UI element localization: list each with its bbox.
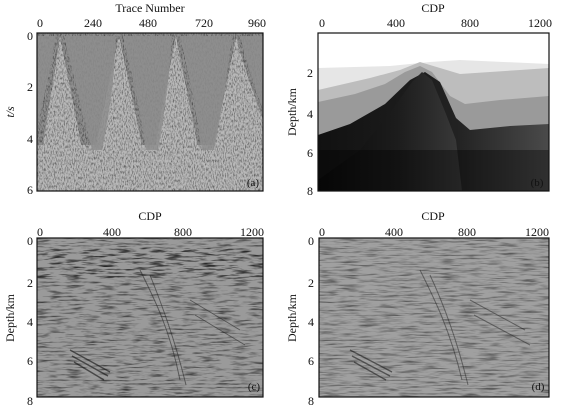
panel-c-x-ticks: 0 400 800 1200: [37, 225, 264, 239]
panel-b-label: (b): [531, 177, 544, 189]
panel-b: CDP 0 400 800 1200 2 4 6 8 Depth/km (b): [285, 1, 552, 198]
panel-d-y-ticks: 0 2 4 6 8: [308, 234, 314, 408]
panel-b-title: CDP: [421, 1, 445, 15]
panel-b-frame: [317, 32, 550, 192]
panel-c-title: CDP: [138, 209, 162, 223]
shallow-reflectors: [37, 248, 263, 278]
panel-a: Trace Number 0 240 480 720 960 0 2 4 6 t…: [3, 1, 266, 197]
panel-d-label: (d): [532, 381, 545, 393]
panel-c-ylabel: Depth/km: [3, 293, 17, 342]
y-tick-label: 2: [27, 276, 33, 290]
y-tick-label: 2: [308, 276, 314, 290]
y-tick-label: 2: [307, 66, 313, 80]
y-tick-label: 8: [307, 184, 313, 198]
x-tick-label: 800: [461, 16, 479, 30]
panel-d-ylabel: Depth/km: [285, 293, 299, 342]
panel-d: CDP 0 400 800 1200 0 2 4 6 8 Depth/km (d…: [285, 209, 550, 408]
panel-a-label: (a): [247, 177, 260, 189]
y-tick-label: 0: [27, 29, 33, 43]
y-tick-label: 4: [27, 132, 33, 146]
panel-a-x-ticks: 0 240 480 720 960: [37, 16, 266, 30]
x-tick-label: 400: [387, 16, 405, 30]
salt-body: [318, 72, 462, 191]
salt-flank-reflections: [139, 269, 246, 386]
y-tick-label: 6: [307, 146, 313, 160]
x-tick-label: 480: [139, 16, 157, 30]
y-tick-label: 0: [308, 234, 314, 248]
migrated-image-texture: [319, 238, 549, 397]
x-tick-label: 0: [37, 225, 43, 239]
y-tick-label: 6: [308, 354, 314, 368]
model-deep-shadow: [318, 150, 549, 191]
panel-a-frame: [36, 32, 264, 192]
panel-c: CDP 0 400 800 1200 0 2 4 6 8 Depth/km (c…: [3, 209, 264, 408]
panel-a-title: Trace Number: [115, 1, 184, 15]
x-tick-label: 960: [248, 16, 266, 30]
y-tick-label: 0: [27, 234, 33, 248]
y-tick-label: 8: [27, 394, 33, 408]
panel-c-label: (c): [248, 381, 261, 393]
panel-d-title: CDP: [421, 209, 445, 223]
x-tick-label: 1200: [525, 225, 549, 239]
x-tick-label: 720: [195, 16, 213, 30]
y-tick-label: 4: [27, 315, 33, 329]
x-tick-label: 1200: [528, 16, 552, 30]
panel-b-y-ticks: 2 4 6 8: [307, 66, 313, 198]
panel-b-x-ticks: 0 400 800 1200: [319, 16, 552, 30]
y-tick-label: 8: [308, 394, 314, 408]
panel-a-ylabel: t/s: [3, 106, 17, 118]
x-tick-label: 0: [37, 16, 43, 30]
panel-c-frame: [36, 237, 264, 398]
panel-b-ylabel: Depth/km: [285, 87, 299, 136]
y-tick-label: 6: [27, 354, 33, 368]
panel-d-frame: [318, 237, 550, 398]
y-tick-label: 4: [308, 315, 314, 329]
x-tick-label: 0: [319, 16, 325, 30]
x-tick-label: 400: [385, 225, 403, 239]
x-tick-label: 240: [84, 16, 102, 30]
panel-d-x-ticks: 0 400 800 1200: [319, 225, 549, 239]
panel-c-y-ticks: 0 2 4 6 8: [27, 234, 33, 408]
y-tick-label: 6: [27, 183, 33, 197]
x-tick-label: 800: [458, 225, 476, 239]
salt-flank-reflections: [419, 269, 531, 386]
x-tick-label: 400: [103, 225, 121, 239]
x-tick-label: 800: [174, 225, 192, 239]
y-tick-label: 2: [27, 80, 33, 94]
x-tick-label: 1200: [240, 225, 264, 239]
x-tick-label: 0: [319, 225, 325, 239]
panel-a-y-ticks: 0 2 4 6: [27, 29, 33, 197]
y-tick-label: 4: [307, 107, 313, 121]
